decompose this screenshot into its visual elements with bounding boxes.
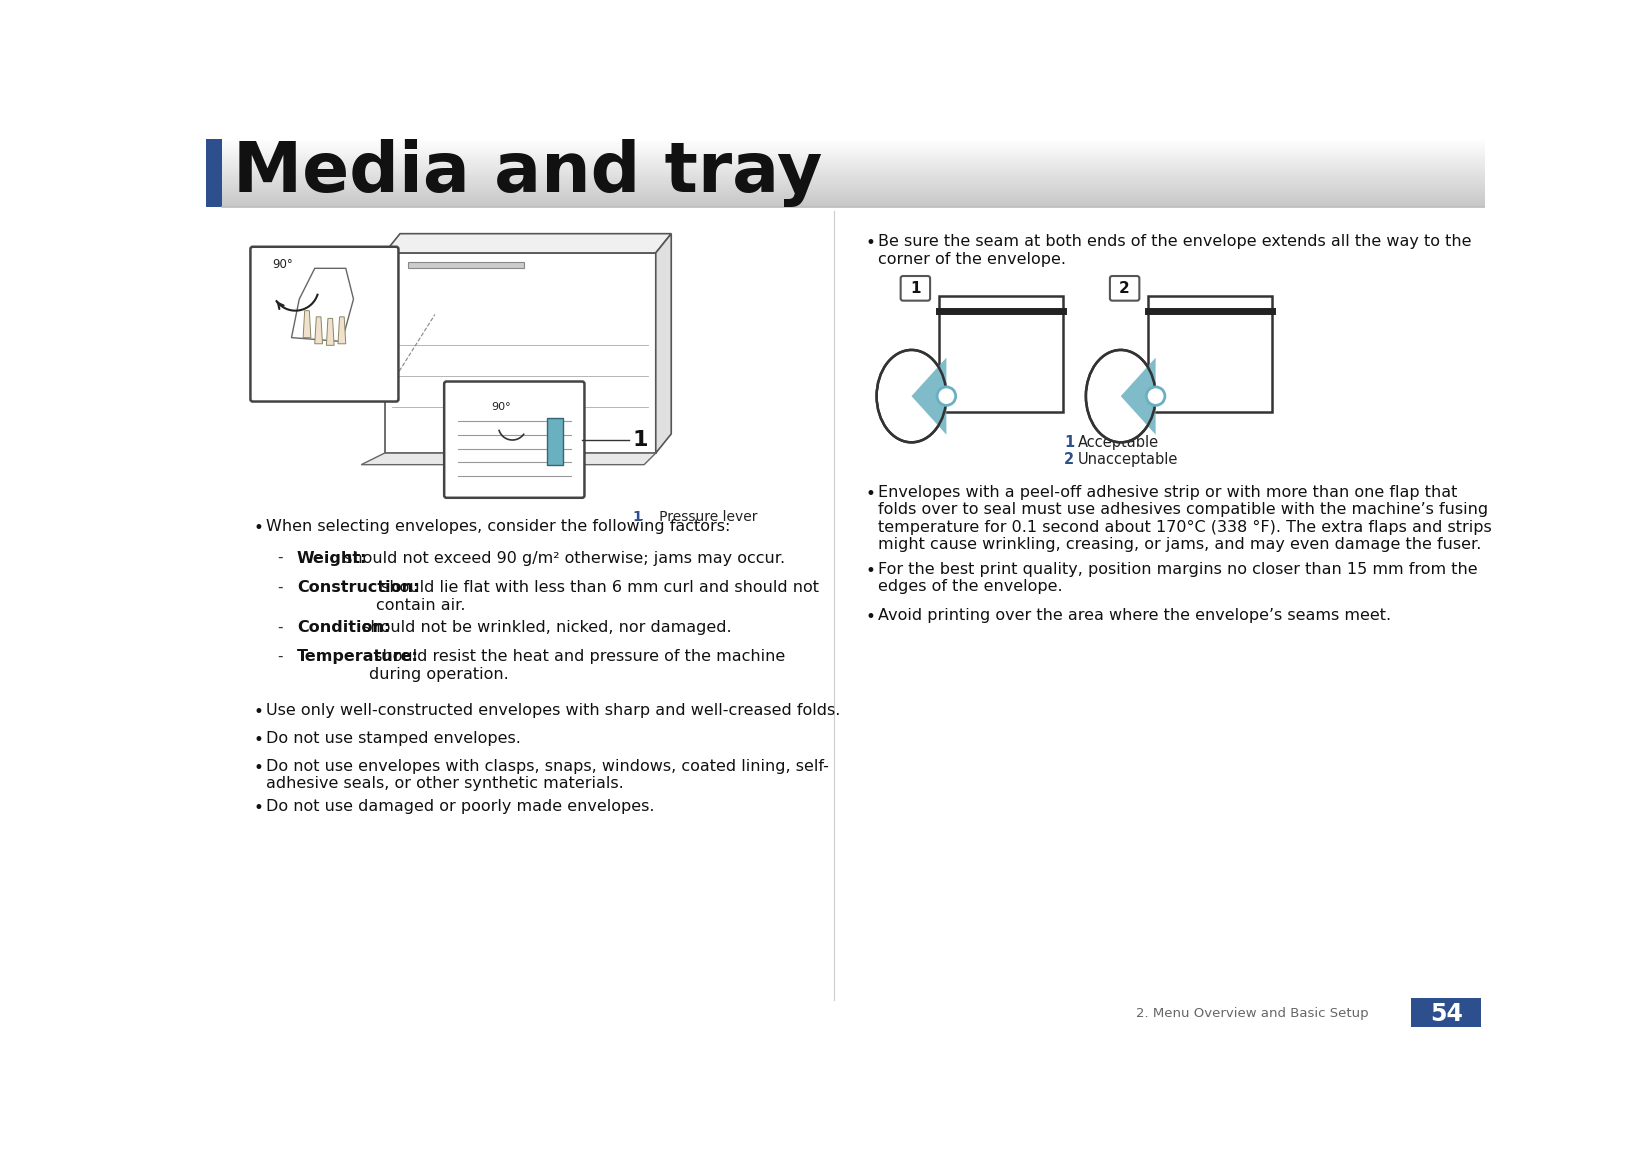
- Text: •: •: [254, 799, 264, 816]
- FancyBboxPatch shape: [1110, 276, 1140, 301]
- Ellipse shape: [876, 350, 947, 442]
- Polygon shape: [911, 358, 947, 434]
- FancyBboxPatch shape: [444, 381, 584, 498]
- Text: should lie flat with less than 6 mm curl and should not
contain air.: should lie flat with less than 6 mm curl…: [376, 580, 818, 613]
- Text: 2: 2: [1119, 281, 1130, 295]
- Text: -: -: [277, 648, 284, 664]
- Text: •: •: [866, 234, 876, 252]
- Text: •: •: [866, 608, 876, 625]
- Text: Avoid printing over the area where the envelope’s seams meet.: Avoid printing over the area where the e…: [878, 608, 1391, 623]
- Text: Be sure the seam at both ends of the envelope extends all the way to the
corner : Be sure the seam at both ends of the env…: [878, 234, 1472, 266]
- Text: should not be wrinkled, nicked, nor damaged.: should not be wrinkled, nicked, nor dama…: [358, 621, 733, 636]
- Bar: [1411, 997, 1482, 1027]
- Text: Unacceptable: Unacceptable: [1077, 452, 1178, 467]
- Bar: [548, 418, 563, 464]
- Text: -: -: [277, 550, 284, 565]
- Text: For the best print quality, position margins no closer than 15 mm from the
edges: For the best print quality, position mar…: [878, 562, 1478, 594]
- Polygon shape: [310, 272, 333, 327]
- Text: 1: 1: [911, 281, 921, 295]
- Text: 2. Menu Overview and Basic Setup: 2. Menu Overview and Basic Setup: [1137, 1007, 1370, 1020]
- Text: •: •: [254, 731, 264, 749]
- FancyBboxPatch shape: [251, 247, 398, 402]
- Text: 1: 1: [1064, 434, 1074, 449]
- Text: Pressure lever: Pressure lever: [647, 510, 757, 525]
- Text: Media and tray: Media and tray: [233, 139, 823, 207]
- Text: Do not use stamped envelopes.: Do not use stamped envelopes.: [266, 731, 521, 746]
- Text: When selecting envelopes, consider the following factors:: When selecting envelopes, consider the f…: [266, 519, 731, 534]
- Polygon shape: [327, 318, 333, 345]
- Text: 90°: 90°: [272, 258, 292, 271]
- Text: 90°: 90°: [492, 402, 510, 412]
- Polygon shape: [655, 234, 672, 453]
- Text: •: •: [254, 703, 264, 721]
- Text: Condition:: Condition:: [297, 621, 391, 636]
- Circle shape: [1147, 387, 1165, 405]
- Text: 54: 54: [1431, 1002, 1462, 1026]
- Bar: [408, 262, 525, 269]
- Text: Do not use envelopes with clasps, snaps, windows, coated lining, self-
adhesive : Do not use envelopes with clasps, snaps,…: [266, 758, 828, 791]
- Polygon shape: [384, 234, 672, 252]
- Text: Do not use damaged or poorly made envelopes.: Do not use damaged or poorly made envelo…: [266, 799, 655, 814]
- Text: should resist the heat and pressure of the machine
during operation.: should resist the heat and pressure of t…: [370, 650, 785, 682]
- Bar: [939, 296, 1063, 411]
- Bar: [1148, 296, 1272, 411]
- Text: •: •: [866, 485, 876, 503]
- Text: -: -: [277, 579, 284, 594]
- FancyBboxPatch shape: [901, 276, 931, 301]
- Text: Envelopes with a peel-off adhesive strip or with more than one flap that
folds o: Envelopes with a peel-off adhesive strip…: [878, 485, 1492, 552]
- Polygon shape: [292, 269, 353, 342]
- Text: Temperature:: Temperature:: [297, 650, 419, 665]
- Text: 2: 2: [1064, 452, 1074, 467]
- Bar: [384, 252, 655, 453]
- Text: Weight:: Weight:: [297, 551, 368, 566]
- Polygon shape: [304, 310, 310, 338]
- Polygon shape: [1120, 358, 1155, 434]
- Text: •: •: [866, 562, 876, 580]
- Text: 1: 1: [632, 510, 642, 525]
- Polygon shape: [315, 317, 322, 344]
- Bar: [206, 139, 221, 207]
- Text: •: •: [254, 758, 264, 777]
- Text: -: -: [277, 620, 284, 635]
- Text: Acceptable: Acceptable: [1077, 434, 1160, 449]
- Polygon shape: [361, 453, 655, 464]
- Text: should not exceed 90 g/m² otherwise; jams may occur.: should not exceed 90 g/m² otherwise; jam…: [340, 551, 785, 566]
- Text: 1: 1: [632, 430, 648, 449]
- Text: •: •: [254, 519, 264, 536]
- Text: Use only well-constructed envelopes with sharp and well-creased folds.: Use only well-constructed envelopes with…: [266, 703, 840, 718]
- Text: Construction:: Construction:: [297, 580, 419, 595]
- Circle shape: [937, 387, 955, 405]
- Polygon shape: [338, 317, 346, 344]
- Ellipse shape: [1086, 350, 1155, 442]
